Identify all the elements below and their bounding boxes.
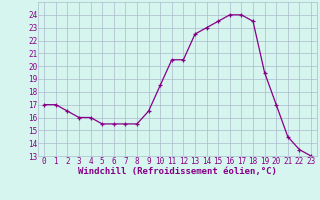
- X-axis label: Windchill (Refroidissement éolien,°C): Windchill (Refroidissement éolien,°C): [78, 167, 277, 176]
